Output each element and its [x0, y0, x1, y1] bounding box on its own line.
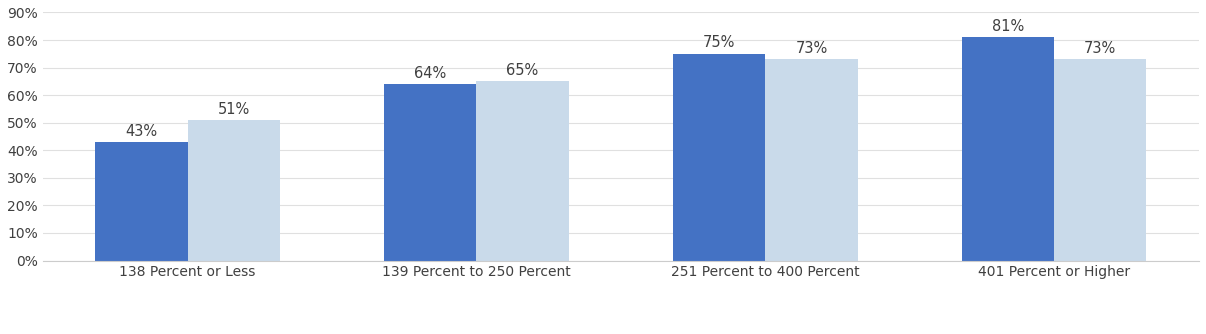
Text: 51%: 51%: [217, 102, 250, 117]
Text: 73%: 73%: [795, 41, 827, 56]
Bar: [95, 142, 188, 261]
Text: 81%: 81%: [991, 19, 1024, 34]
Text: 43%: 43%: [125, 124, 158, 139]
Bar: [673, 54, 766, 261]
Bar: [476, 81, 569, 261]
Bar: [1054, 59, 1147, 261]
Bar: [384, 84, 476, 261]
Text: 64%: 64%: [414, 66, 446, 81]
Text: 75%: 75%: [703, 35, 736, 50]
Bar: [961, 37, 1054, 261]
Bar: [188, 120, 280, 261]
Bar: [766, 59, 857, 261]
Legend: Percent Offered Coverage, Percent Covered if Offered: Percent Offered Coverage, Percent Covere…: [377, 333, 865, 334]
Text: 73%: 73%: [1084, 41, 1117, 56]
Text: 65%: 65%: [507, 63, 539, 78]
